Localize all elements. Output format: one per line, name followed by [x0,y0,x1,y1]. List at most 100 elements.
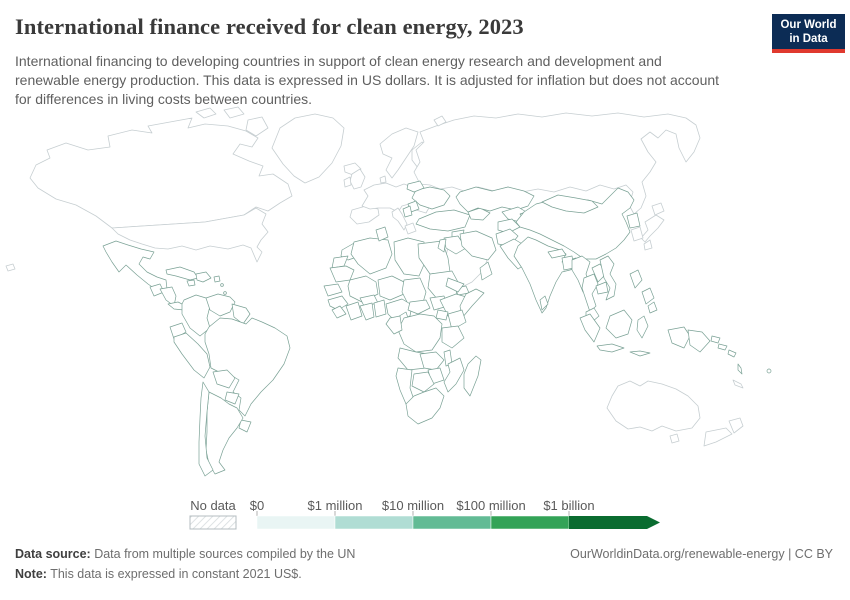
legend-swatch-3[interactable] [490,515,570,530]
country-georgia-azerbaijan[interactable] [467,207,491,221]
country-russia[interactable] [413,112,701,215]
country-peru[interactable] [173,332,211,379]
country-japan-hokkaido[interactable] [651,202,665,216]
country-vietnam[interactable] [599,255,617,301]
country-iran[interactable] [459,230,497,261]
country-united-states[interactable] [111,207,269,263]
country-indonesia-lesser-sunda[interactable] [629,350,651,357]
country-japan-kyushu[interactable] [643,239,653,251]
country-new-caledonia[interactable] [732,379,744,389]
country-canada-baffin[interactable] [245,116,269,137]
legend-no-data-swatch[interactable] [189,515,237,530]
footer-citation-link[interactable]: OurWorldinData.org/renewable-energy | CC… [570,547,833,561]
country-niger[interactable] [377,275,405,301]
country-uruguay[interactable] [238,419,252,433]
country-jordan[interactable] [437,238,447,253]
country-new-britain[interactable] [710,335,721,344]
country-drc[interactable] [397,313,443,353]
country-south-africa[interactable] [405,387,445,425]
country-solomon-islands-2[interactable] [727,349,737,358]
country-indonesia-borneo[interactable] [605,309,633,339]
country-colombia[interactable] [181,294,211,337]
country-canada-islet2[interactable] [223,106,245,119]
country-south-korea[interactable] [630,226,644,242]
country-zambia[interactable] [419,351,445,371]
legend-swatch-1[interactable] [334,515,414,530]
country-mauritania[interactable] [329,265,355,283]
country-scandinavia[interactable] [379,127,419,179]
country-philippines-mindanao[interactable] [647,301,658,314]
owid-logo[interactable]: Our World in Data [772,14,845,53]
country-canada-islet1[interactable] [195,107,217,119]
country-paraguay[interactable] [224,391,240,405]
country-sri-lanka[interactable] [539,295,549,311]
country-lesser-antilles-2[interactable] [223,291,227,295]
country-svalbard[interactable] [433,115,447,127]
country-chile[interactable] [198,381,214,477]
country-tanzania[interactable] [441,325,465,349]
country-congo-gabon[interactable] [385,315,403,335]
country-mongolia[interactable] [541,194,599,214]
country-uganda[interactable] [435,309,449,321]
country-botswana[interactable] [411,371,435,393]
country-guinea[interactable] [327,295,349,311]
country-ghana[interactable] [359,302,375,321]
country-solomon-islands-1[interactable] [717,343,728,351]
country-central-african-republic[interactable] [407,299,431,315]
country-cuba[interactable] [165,266,199,281]
country-new-zealand-north[interactable] [728,417,744,434]
country-kenya[interactable] [447,309,467,331]
country-philippines-visayas[interactable] [641,287,655,305]
country-argentina[interactable] [205,391,244,475]
country-iraq[interactable] [443,235,467,255]
country-indonesia-sulawesi[interactable] [636,315,649,339]
country-senegal[interactable] [323,283,343,297]
country-mexico[interactable] [102,240,168,292]
country-sierra-leone-liberia[interactable] [331,305,347,319]
country-mozambique[interactable] [443,357,465,393]
country-fiji[interactable] [766,368,772,374]
country-hispaniola[interactable] [195,271,212,283]
country-jamaica[interactable] [186,279,196,287]
country-hawaii[interactable] [5,263,16,272]
country-ireland[interactable] [343,176,352,188]
country-vanuatu[interactable] [737,363,743,375]
country-guianas[interactable] [231,303,251,325]
country-togo-benin[interactable] [373,299,387,318]
country-indonesia-papua[interactable] [667,326,691,349]
country-yemen[interactable] [445,277,465,293]
country-philippines-luzon[interactable] [629,269,643,289]
country-tasmania[interactable] [669,433,680,444]
country-puerto-rico[interactable] [213,275,221,283]
legend-swatch-2[interactable] [412,515,492,530]
country-madagascar[interactable] [463,355,482,397]
country-algeria[interactable] [350,237,393,275]
country-ivory-coast[interactable] [345,301,363,321]
country-indonesia-sumatra[interactable] [579,313,601,343]
country-oman[interactable] [479,261,493,281]
country-lesser-antilles-1[interactable] [220,283,224,287]
country-papua-new-guinea[interactable] [687,329,711,353]
country-turkey[interactable] [415,209,471,232]
country-tunisia[interactable] [375,226,389,242]
country-ecuador[interactable] [169,322,187,340]
country-bosnia-albania[interactable] [402,205,413,218]
country-nepal[interactable] [547,248,567,259]
country-venezuela[interactable] [205,293,236,317]
country-ukraine[interactable] [411,186,451,210]
country-brazil[interactable] [204,317,291,417]
country-australia[interactable] [606,380,701,432]
legend-swatch-4-arrow[interactable] [569,516,660,529]
country-kazakhstan[interactable] [455,186,535,213]
country-indonesia-java[interactable] [596,343,625,353]
country-greece[interactable] [404,222,417,235]
country-thailand[interactable] [581,273,599,313]
country-belarus[interactable] [406,180,425,193]
country-cambodia[interactable] [595,281,609,295]
legend-swatch-0[interactable] [256,515,336,530]
country-north-korea[interactable] [626,212,641,229]
country-greenland[interactable] [271,113,345,184]
country-new-zealand-south[interactable] [703,427,733,447]
country-somalia[interactable] [459,288,485,319]
country-bolivia[interactable] [212,369,236,389]
